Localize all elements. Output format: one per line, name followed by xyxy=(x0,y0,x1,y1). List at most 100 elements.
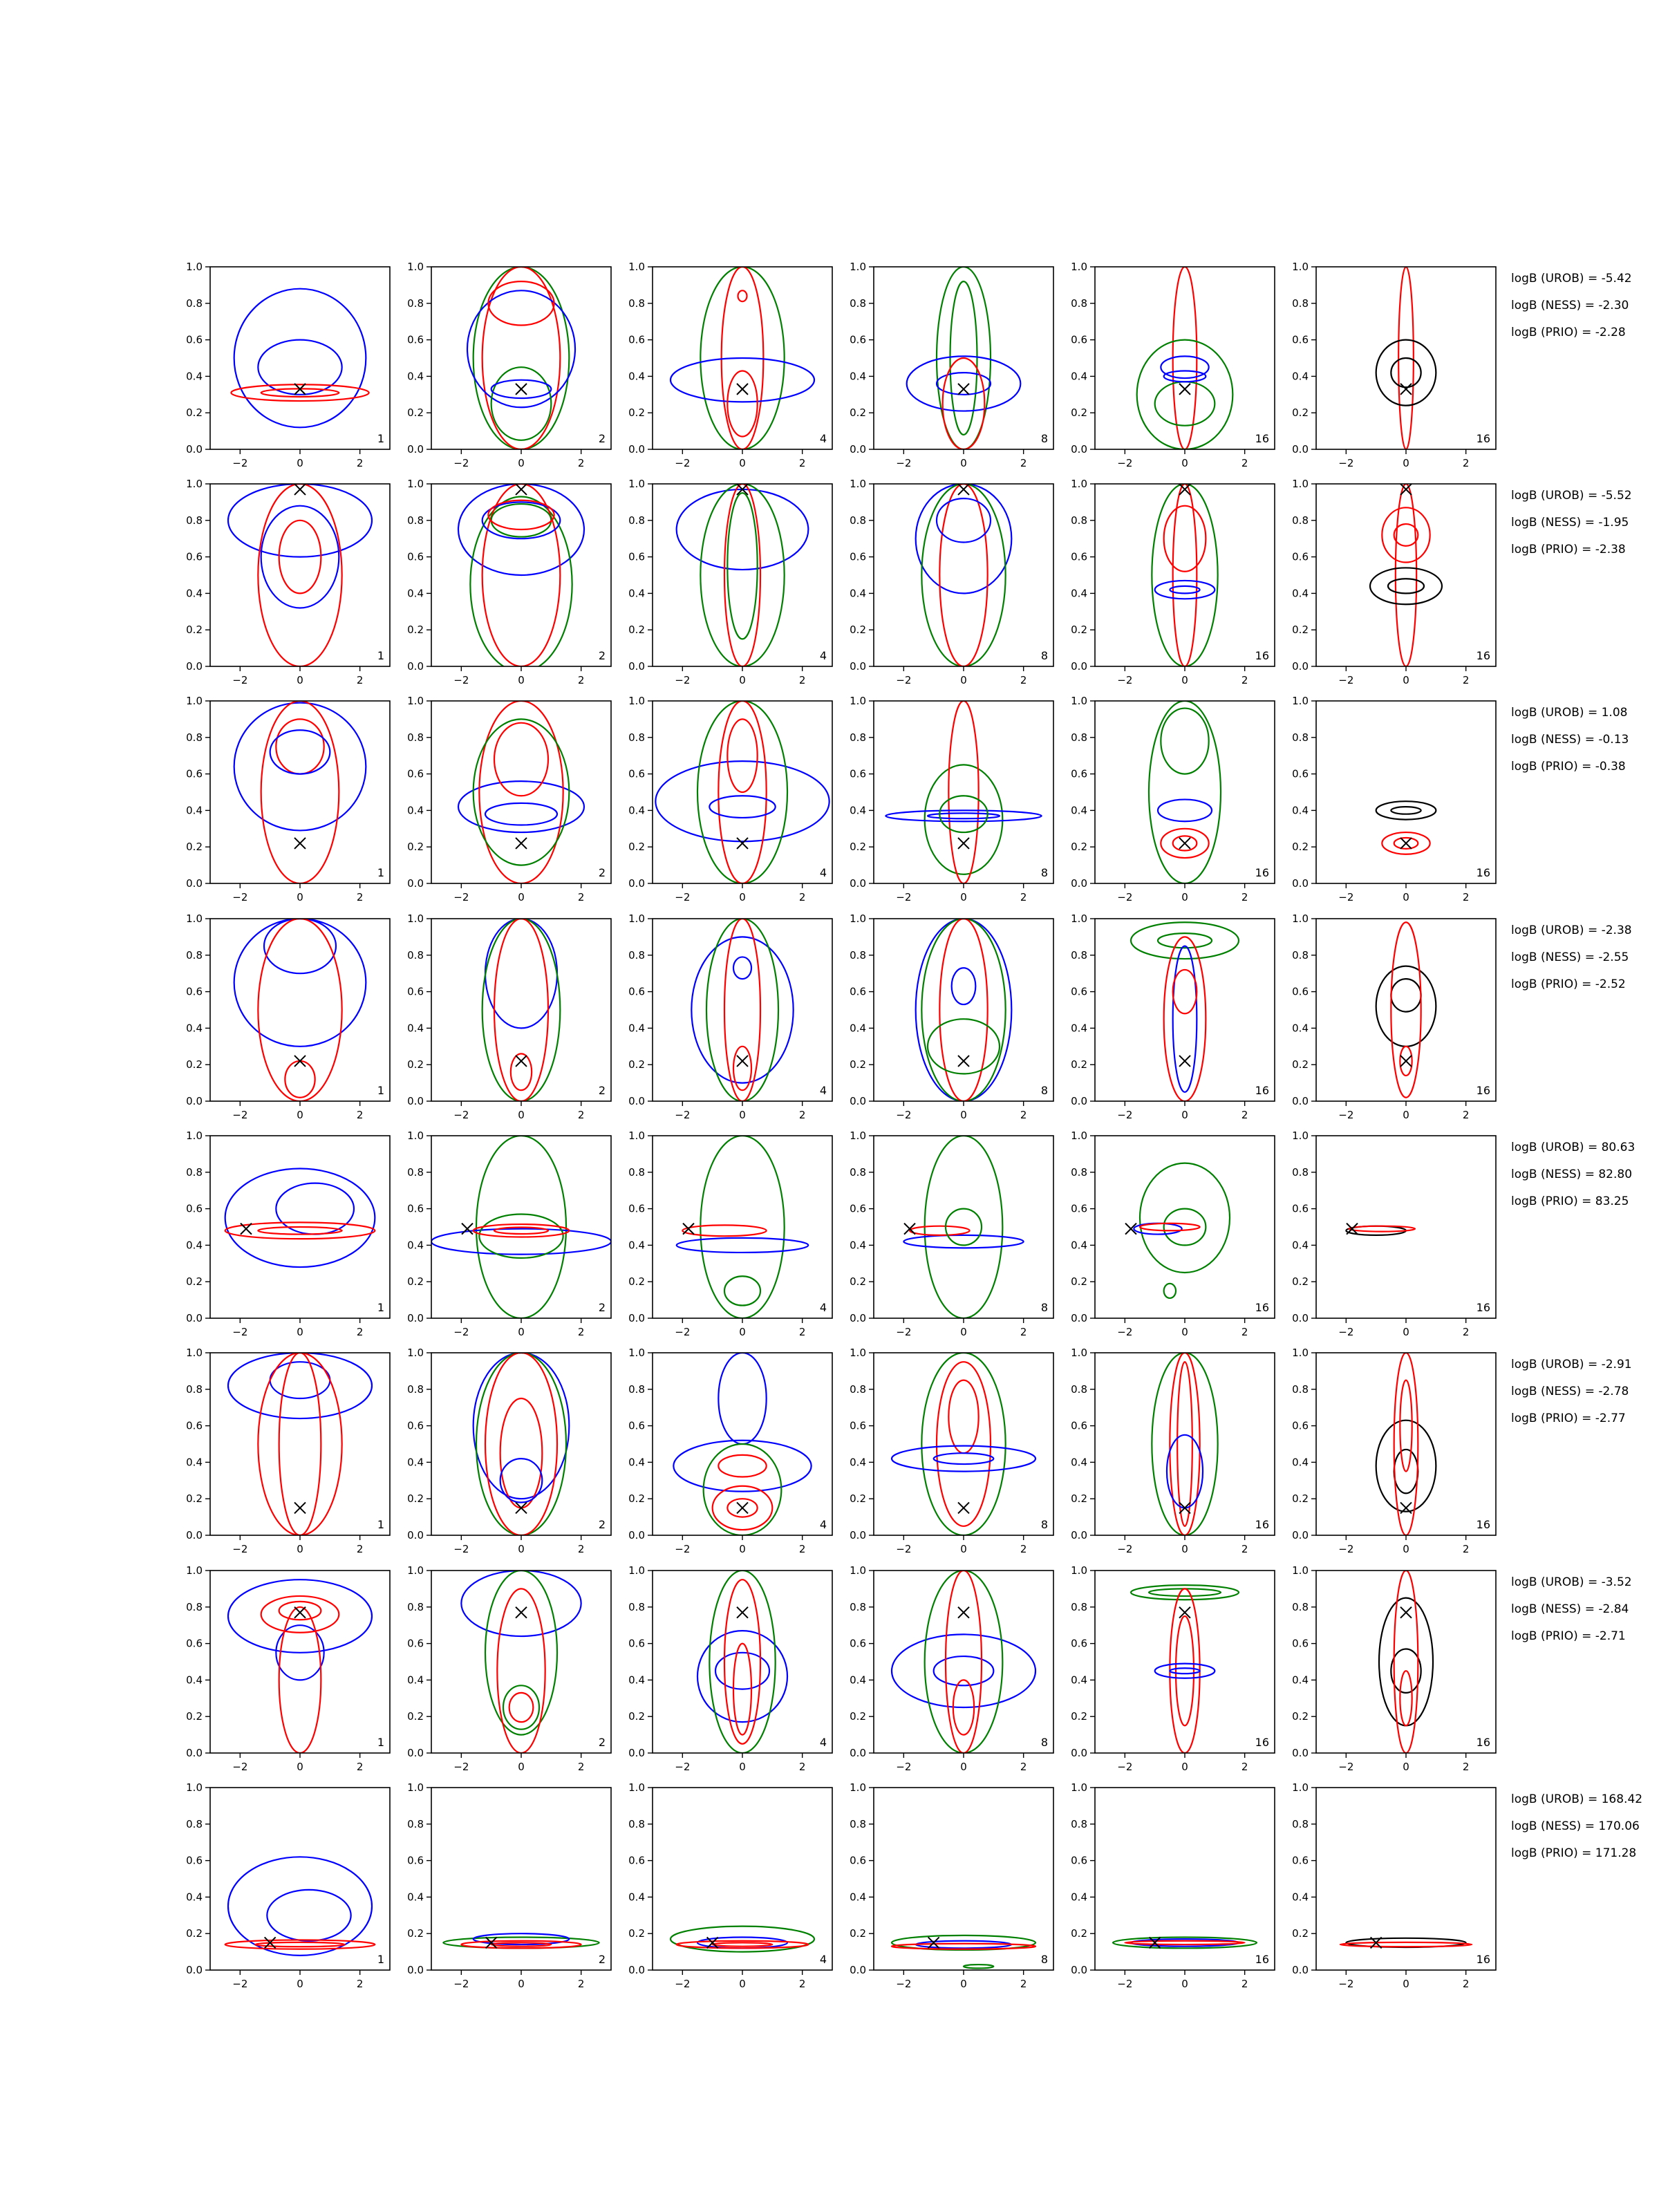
y-tick-label: 1.0 xyxy=(850,1347,866,1359)
contour-line xyxy=(1172,267,1198,449)
y-tick-label: 1.0 xyxy=(186,478,203,490)
true-value-marker xyxy=(1179,1606,1191,1619)
logb-annotation: logB (PRIO) = -2.38 xyxy=(1511,543,1626,556)
contour-group xyxy=(227,1579,373,1753)
panel: −2 0 2 0.0 0.2 0.4 0.6 0.8 1.0 2 xyxy=(407,1564,612,1773)
axes-frame xyxy=(873,1135,1054,1319)
true-value-marker xyxy=(903,1222,916,1235)
true-value-marker xyxy=(1369,1936,1382,1949)
axes-frame xyxy=(1315,918,1497,1102)
axes-frame xyxy=(1094,700,1275,884)
y-tick-label: 0.0 xyxy=(850,1964,866,1976)
contour-line xyxy=(962,1963,995,1969)
true-value-marker xyxy=(736,483,749,496)
y-tick-label: 1.0 xyxy=(186,261,203,273)
axes-frame xyxy=(1094,1787,1275,1971)
panel: −2 0 2 0.0 0.2 0.4 0.6 0.8 1.0 1 xyxy=(186,478,391,686)
contour-line xyxy=(737,290,748,303)
y-tick-label: 0.4 xyxy=(407,1891,424,1903)
contour-line xyxy=(1172,484,1198,666)
y-tick-label: 0.2 xyxy=(1071,1058,1087,1071)
x-tick-label: 0 xyxy=(518,1978,525,1990)
y-tick-label: 0.6 xyxy=(628,1638,645,1650)
y-tick-label: 0.4 xyxy=(1071,1456,1087,1468)
panel: −2 0 2 0.0 0.2 0.4 0.6 0.8 1.0 1 xyxy=(186,1781,391,1990)
y-tick-label: 0.4 xyxy=(186,1456,203,1468)
y-tick-label: 0.0 xyxy=(1292,1095,1309,1107)
contour-line xyxy=(915,919,1013,1101)
contour-line xyxy=(233,702,367,832)
panel: −2 0 2 0.0 0.2 0.4 0.6 0.8 1.0 16 xyxy=(1292,478,1497,686)
x-tick-label: −2 xyxy=(453,674,469,686)
x-tick-label: 2 xyxy=(1241,674,1248,686)
panel: −2 0 2 0.0 0.2 0.4 0.6 0.8 1.0 4 xyxy=(628,912,833,1121)
x-tick-label: −2 xyxy=(453,1761,469,1773)
contour-line xyxy=(1130,921,1240,960)
y-tick-label: 0.2 xyxy=(407,1927,424,1940)
contour-line xyxy=(1390,357,1422,388)
contour-line xyxy=(921,919,1006,1101)
contour-line xyxy=(709,795,776,819)
y-tick-label: 1.0 xyxy=(628,1564,645,1577)
y-tick-label: 1.0 xyxy=(407,1130,424,1142)
y-tick-label: 0.6 xyxy=(850,334,866,346)
y-tick-label: 1.0 xyxy=(186,1130,203,1142)
panel: −2 0 2 0.0 0.2 0.4 0.6 0.8 1.0 1 xyxy=(186,1564,391,1773)
contour-line xyxy=(890,1942,1037,1950)
x-tick-label: 0 xyxy=(1181,1326,1188,1338)
axes-frame xyxy=(1094,483,1275,667)
y-tick-label: 0.0 xyxy=(186,1964,203,1976)
logb-annotation: logB (PRIO) = -0.38 xyxy=(1511,760,1626,774)
x-tick-label: −2 xyxy=(453,891,469,903)
contour-line xyxy=(1138,1222,1201,1232)
y-tick-label: 0.2 xyxy=(186,624,203,636)
x-tick-label: 0 xyxy=(518,457,525,469)
y-tick-label: 0.2 xyxy=(1071,1710,1087,1723)
x-tick-label: 0 xyxy=(960,1109,967,1121)
contour-line xyxy=(655,760,830,843)
x-tick-label: −2 xyxy=(675,891,690,903)
contour-line xyxy=(691,936,794,1084)
x-tick-label: 2 xyxy=(799,1543,806,1555)
x-tick-label: 2 xyxy=(578,1326,585,1338)
y-tick-label: 1.0 xyxy=(850,478,866,490)
contour-line xyxy=(1177,1361,1193,1527)
y-tick-label: 0.2 xyxy=(1292,1927,1309,1940)
contour-line xyxy=(457,484,585,577)
sample-count-label: 1 xyxy=(377,1084,384,1097)
logb-annotation: logB (UROB) = -3.52 xyxy=(1511,1575,1632,1589)
x-tick-label: 2 xyxy=(799,1761,806,1773)
y-tick-label: 0.0 xyxy=(1292,1964,1309,1976)
x-tick-label: −2 xyxy=(1117,1543,1132,1555)
y-tick-label: 0.6 xyxy=(1071,1638,1087,1650)
contour-line xyxy=(1387,578,1425,594)
y-tick-label: 0.2 xyxy=(186,1492,203,1505)
panel: −2 0 2 0.0 0.2 0.4 0.6 0.8 1.0 4 xyxy=(628,1564,833,1773)
sample-count-label: 2 xyxy=(599,1736,606,1749)
contour-line xyxy=(227,1856,373,1956)
sample-count-label: 1 xyxy=(377,1518,384,1531)
y-tick-label: 0.0 xyxy=(1071,1529,1087,1541)
axes-frame xyxy=(873,1570,1054,1754)
contour-group xyxy=(1136,267,1234,449)
logb-annotation: logB (NESS) = -2.78 xyxy=(1511,1385,1629,1398)
x-tick-label: −2 xyxy=(1338,1109,1353,1121)
y-tick-label: 0.4 xyxy=(628,1674,645,1686)
y-tick-label: 0.0 xyxy=(850,660,866,673)
x-tick-label: −2 xyxy=(675,1543,690,1555)
y-tick-label: 0.0 xyxy=(407,1747,424,1759)
sample-count-label: 16 xyxy=(1477,1301,1490,1314)
sample-count-label: 2 xyxy=(599,1084,606,1097)
contour-line xyxy=(1381,831,1431,855)
y-tick-label: 1.0 xyxy=(186,1781,203,1794)
x-tick-label: 2 xyxy=(357,1543,364,1555)
sample-count-label: 16 xyxy=(1255,1301,1269,1314)
x-tick-label: −2 xyxy=(675,1326,690,1338)
contour-line xyxy=(700,1136,785,1318)
contour-line xyxy=(499,1458,543,1503)
x-tick-label: 0 xyxy=(1403,1326,1409,1338)
y-tick-label: 0.0 xyxy=(186,443,203,456)
sample-count-label: 8 xyxy=(1041,432,1048,445)
y-tick-label: 0.2 xyxy=(186,406,203,419)
contour-line xyxy=(1398,267,1414,449)
